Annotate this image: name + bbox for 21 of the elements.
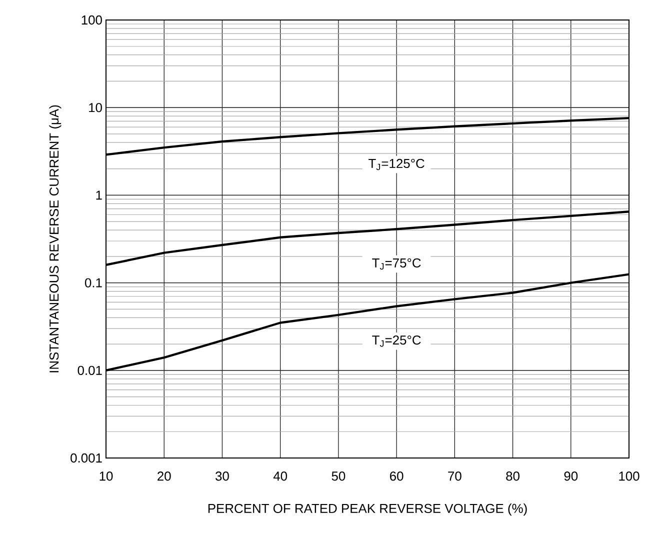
y-tick-label: 100 <box>82 15 102 25</box>
x-axis-title: PERCENT OF RATED PEAK REVERSE VOLTAGE (%) <box>208 504 527 516</box>
x-tick-label: 50 <box>332 472 346 481</box>
x-tick-label: 90 <box>564 472 578 481</box>
y-tick-label: 0.1 <box>84 278 102 288</box>
x-tick-label: 100 <box>619 472 640 481</box>
y-tick-label: 1 <box>96 190 102 200</box>
x-tick-label: 30 <box>216 472 229 481</box>
text: T$_{J}$=125°C <box>368 158 424 170</box>
text: T$_{J}$=75°C <box>372 258 421 270</box>
x-tick-label: 40 <box>273 472 288 481</box>
y-tick-label: 0.01 <box>78 366 102 375</box>
x-tick-label: 10 <box>100 472 113 481</box>
x-tick-label: 20 <box>158 472 171 481</box>
x-tick-label: 60 <box>390 472 404 481</box>
y-tick-label: 10 <box>89 103 102 112</box>
x-tick-label: 80 <box>506 472 520 481</box>
y-axis-title: INSTANTANEOUS REVERSE CURRENT (μA) <box>49 105 62 372</box>
x-tick-label: 70 <box>448 472 462 481</box>
y-tick-label: 0.001 <box>70 453 102 463</box>
series-label: T$_{J}$=25°C <box>372 335 421 347</box>
